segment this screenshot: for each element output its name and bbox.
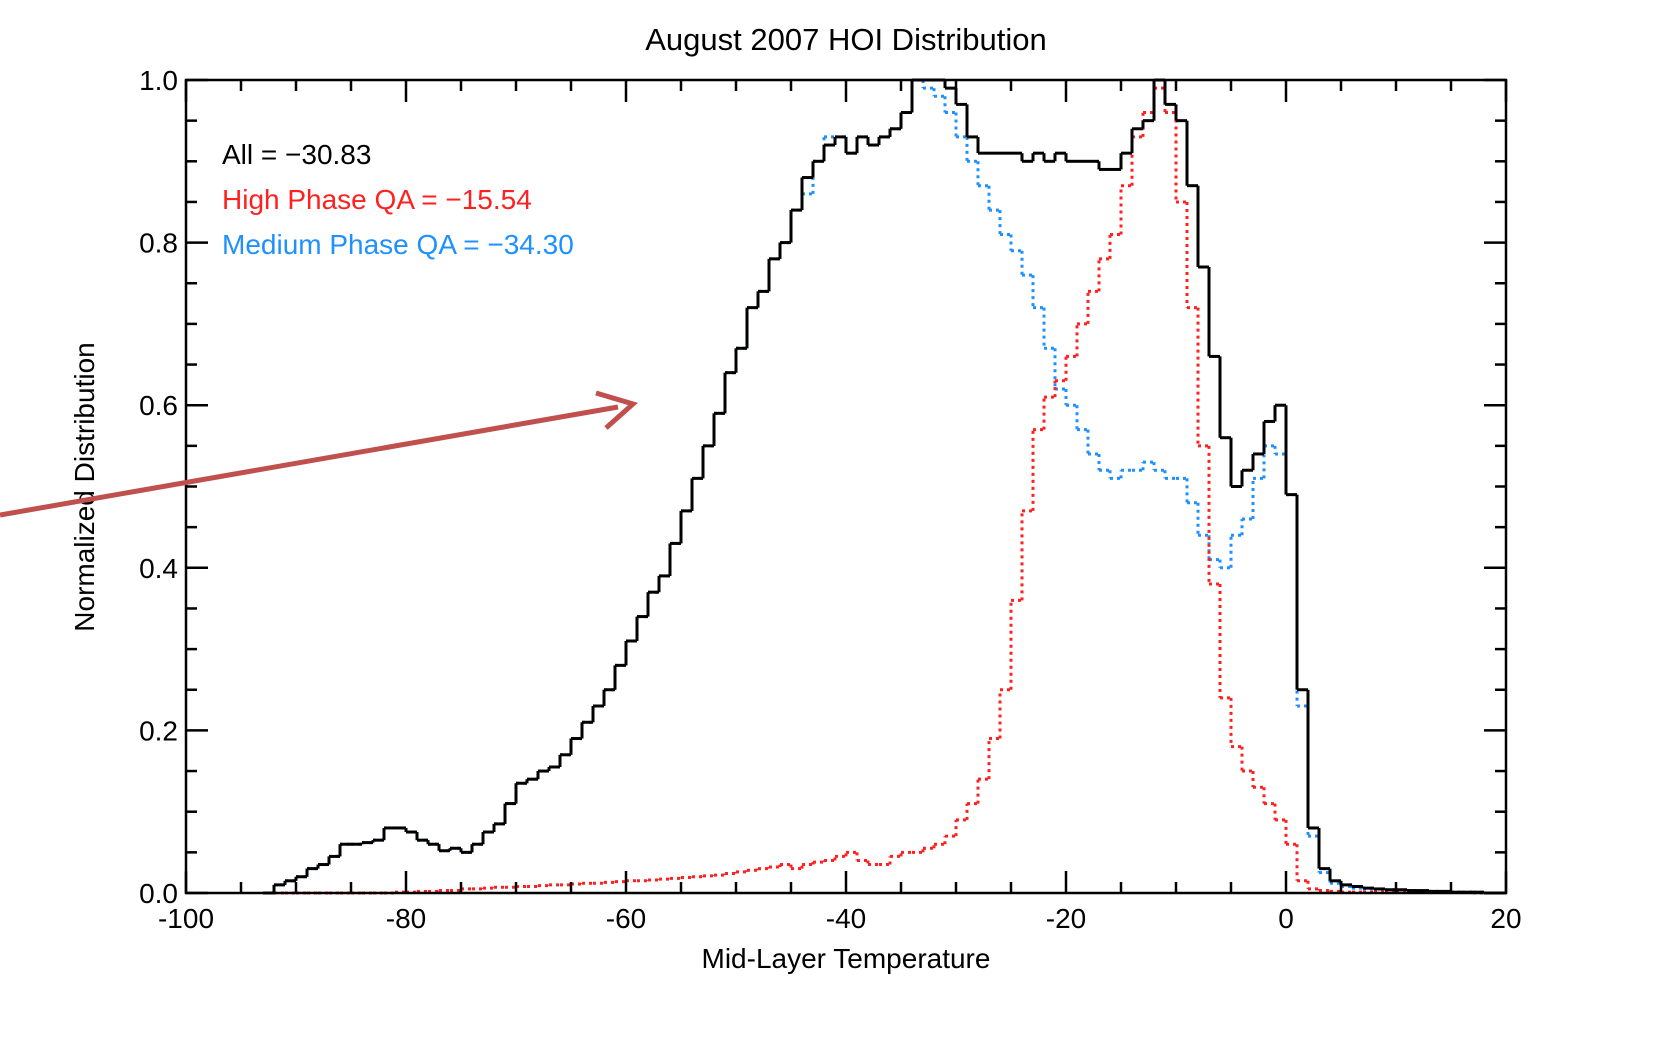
series-0 <box>263 78 1506 895</box>
x-tick-label: -80 <box>386 903 426 934</box>
y-tick-label: 0.6 <box>139 390 178 421</box>
x-tick-label: -40 <box>826 903 866 934</box>
x-tick-label: -100 <box>158 903 214 934</box>
legend-entry: Medium Phase QA = −34.30 <box>222 229 574 260</box>
annotation-arrow <box>0 390 639 518</box>
chart-title: August 2007 HOI Distribution <box>645 22 1047 57</box>
y-axis-label: Normalized Distribution <box>69 342 100 631</box>
legend-entry: All = −30.83 <box>222 139 371 170</box>
x-tick-label: 0 <box>1278 903 1294 934</box>
y-tick-label: 1.0 <box>139 65 178 96</box>
y-tick-label: 0.2 <box>139 715 178 746</box>
legend-entry: High Phase QA = −15.54 <box>222 184 532 215</box>
x-tick-label: -20 <box>1046 903 1086 934</box>
y-tick-label: 0.0 <box>139 878 178 909</box>
x-axis-label: Mid-Layer Temperature <box>702 943 991 974</box>
x-tick-label: -60 <box>606 903 646 934</box>
y-tick-label: 0.4 <box>139 553 178 584</box>
arrow-shaft <box>0 404 619 518</box>
y-tick-label: 0.8 <box>139 228 178 259</box>
plot-area <box>263 78 1506 895</box>
arrow-head <box>595 390 639 430</box>
x-tick-label: 20 <box>1490 903 1521 934</box>
